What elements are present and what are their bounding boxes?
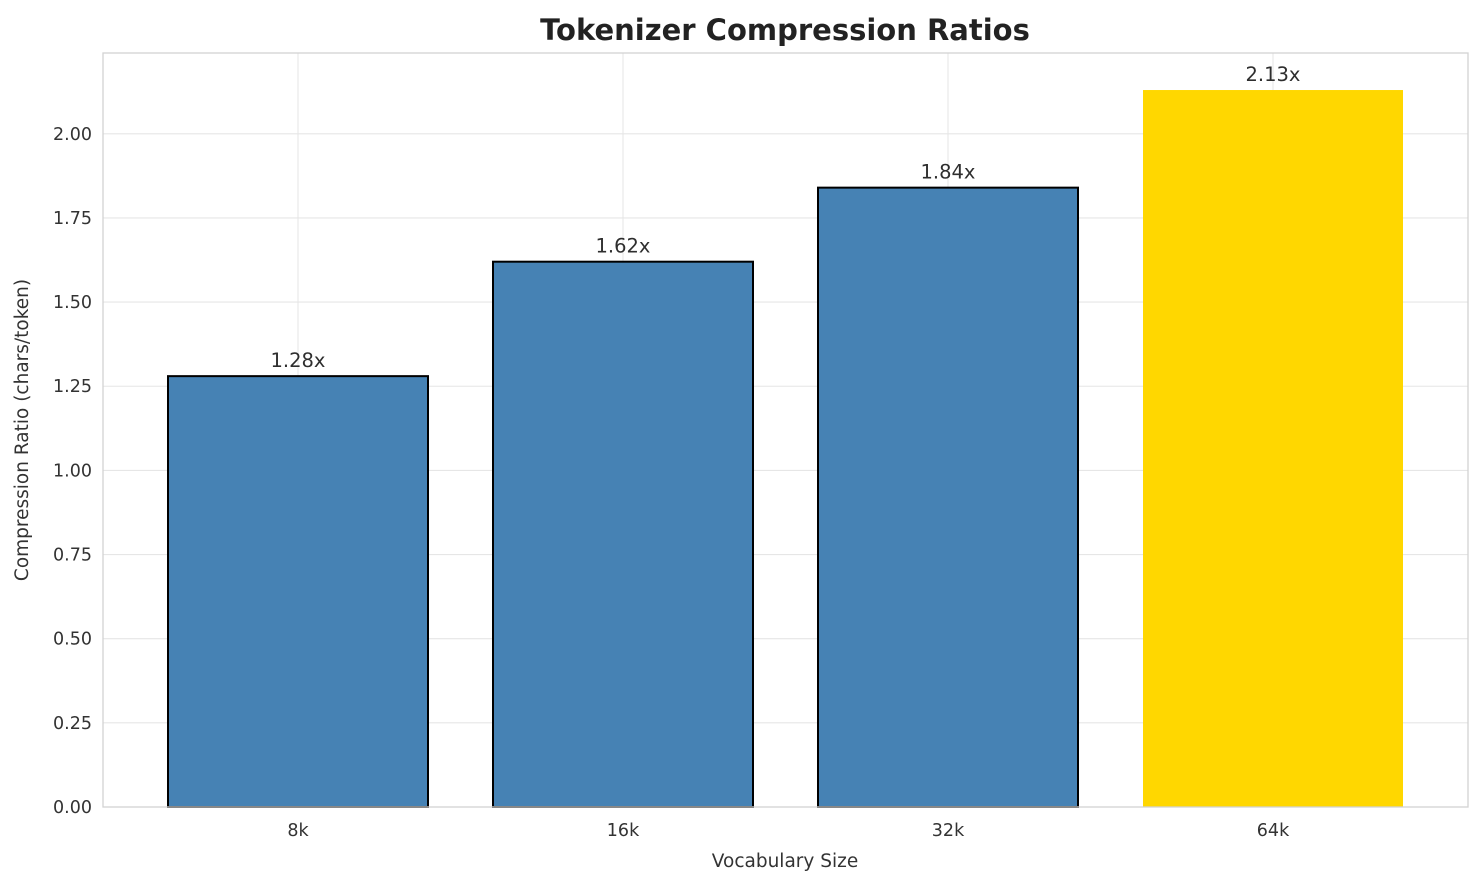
bar-32k (817, 186, 1079, 808)
y-tick-label: 1.00 (53, 461, 92, 481)
x-tick-label: 64k (1257, 821, 1290, 841)
bar-8k (167, 375, 429, 808)
bar-64k (1143, 90, 1403, 807)
bar-value-label: 2.13x (1246, 63, 1301, 86)
chart-title: Tokenizer Compression Ratios (540, 13, 1030, 47)
y-tick-label: 0.75 (53, 546, 92, 566)
bar-value-labels: 1.28x 1.62x 1.84x 2.13x (271, 63, 1301, 372)
y-tick-label: 0.50 (53, 630, 92, 650)
y-tick-label: 1.50 (53, 293, 92, 313)
y-tick-label: 2.00 (53, 125, 92, 145)
y-axis-tick-labels: 0.00 0.25 0.50 0.75 1.00 1.25 1.50 1.75 2.00 (53, 125, 92, 818)
x-axis-tick-labels: 8k 16k 32k 64k (287, 821, 1290, 841)
bar-value-label: 1.84x (921, 161, 976, 184)
x-tick-label: 8k (287, 821, 309, 841)
y-tick-label: 1.25 (53, 377, 92, 397)
plot-frame (102, 52, 1469, 808)
y-tick-label: 0.00 (53, 798, 92, 818)
x-tick-label: 32k (932, 821, 965, 841)
y-tick-label: 1.75 (53, 209, 92, 229)
bar-value-label: 1.28x (271, 349, 326, 372)
x-axis-label: Vocabulary Size (712, 851, 858, 872)
y-tick-label: 0.25 (53, 714, 92, 734)
bar-16k (492, 260, 754, 809)
bar-value-label: 1.62x (596, 235, 651, 258)
y-axis-label: Compression Ratio (chars/token) (12, 279, 33, 581)
x-tick-label: 16k (607, 821, 640, 841)
bars (167, 90, 1403, 809)
